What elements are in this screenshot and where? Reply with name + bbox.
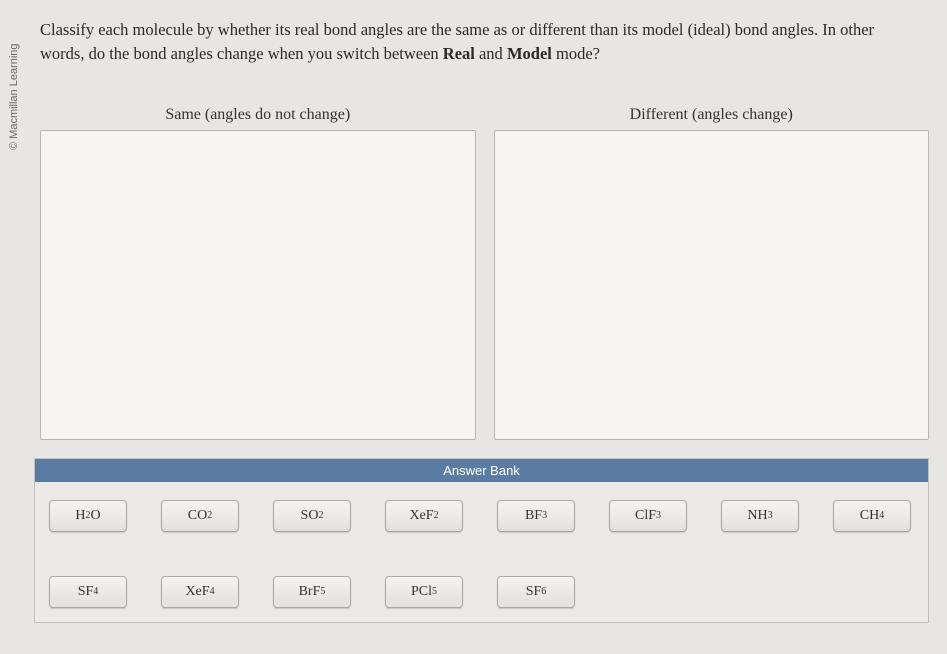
answer-bank: Answer Bank H2O CO2 SO2 XeF2 BF3 ClF3 NH…	[34, 458, 929, 623]
answer-bank-header: Answer Bank	[35, 459, 928, 482]
question-bold-real: Real	[443, 44, 475, 63]
content-area: Classify each molecule by whether its re…	[34, 0, 947, 440]
question-line2a: words, do the bond angles change when yo…	[40, 44, 443, 63]
question-mid: and	[475, 44, 507, 63]
zone-same-label: Same (angles do not change)	[40, 106, 476, 124]
question-bold-model: Model	[507, 44, 552, 63]
zone-diff-wrap: Different (angles change)	[494, 106, 930, 440]
tile-nh3[interactable]: NH3	[721, 500, 799, 532]
tile-xef2[interactable]: XeF2	[385, 500, 463, 532]
dropzone-row: Same (angles do not change) Different (a…	[40, 106, 929, 440]
tile-bf3[interactable]: BF3	[497, 500, 575, 532]
answer-bank-body: H2O CO2 SO2 XeF2 BF3 ClF3 NH3 CH4 SF4 Xe…	[35, 482, 928, 622]
tile-sf6[interactable]: SF6	[497, 576, 575, 608]
tile-brf5[interactable]: BrF5	[273, 576, 351, 608]
tile-clf3[interactable]: ClF3	[609, 500, 687, 532]
question-text: Classify each molecule by whether its re…	[40, 18, 929, 66]
zone-diff-label: Different (angles change)	[494, 106, 930, 124]
tile-xef4[interactable]: XeF4	[161, 576, 239, 608]
zone-same-wrap: Same (angles do not change)	[40, 106, 476, 440]
question-line2b: mode?	[552, 44, 600, 63]
tile-h2o[interactable]: H2O	[49, 500, 127, 532]
tile-so2[interactable]: SO2	[273, 500, 351, 532]
tile-ch4[interactable]: CH4	[833, 500, 911, 532]
copyright-label: © Macmillan Learning	[8, 43, 20, 150]
dropzone-different[interactable]	[494, 130, 930, 440]
question-line1: Classify each molecule by whether its re…	[40, 20, 874, 39]
tile-pcl5[interactable]: PCl5	[385, 576, 463, 608]
tile-sf4[interactable]: SF4	[49, 576, 127, 608]
dropzone-same[interactable]	[40, 130, 476, 440]
tile-co2[interactable]: CO2	[161, 500, 239, 532]
